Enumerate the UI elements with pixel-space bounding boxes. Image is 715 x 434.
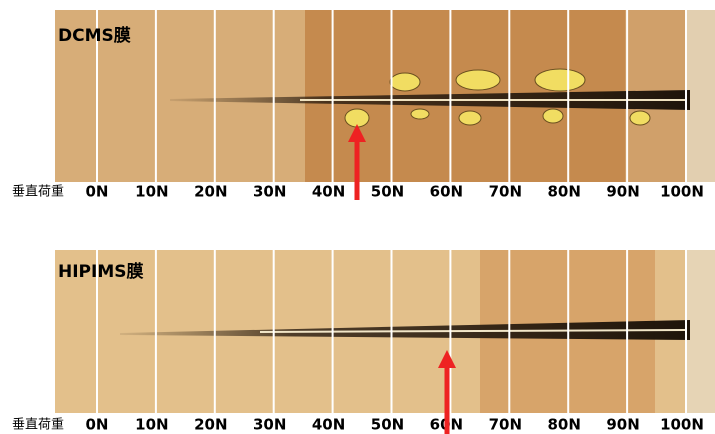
axis-label: 垂直荷重 <box>12 417 64 433</box>
tick-label: 70N <box>489 183 522 201</box>
tick-label: 80N <box>547 183 580 201</box>
panel-title: DCMS膜 <box>58 25 131 46</box>
tick-label: 0N <box>86 183 109 201</box>
tick-label: 20N <box>194 183 227 201</box>
tick-label: 60N <box>430 183 463 201</box>
panel-title: HIPIMS膜 <box>58 261 144 282</box>
tick-label: 40N <box>312 416 345 434</box>
tick-label: 100N <box>660 183 704 201</box>
tick-label: 20N <box>194 416 227 434</box>
tick-label: 30N <box>253 183 286 201</box>
micrograph-hipims <box>55 250 715 413</box>
tick-label: 30N <box>253 416 286 434</box>
tick-label: 50N <box>371 416 404 434</box>
tick-label: 40N <box>312 183 345 201</box>
tick-label: 90N <box>606 416 639 434</box>
tick-label: 10N <box>135 416 168 434</box>
tick-label: 100N <box>660 416 704 434</box>
tick-label: 0N <box>86 416 109 434</box>
tick-label: 80N <box>547 416 580 434</box>
axis-label: 垂直荷重 <box>12 184 64 200</box>
tick-label: 70N <box>489 416 522 434</box>
figure: 0N 10N 20N 30N 40N 50N 60N 70N 80N 90N 100N 垂直荷重 DCM… <box>0 0 715 434</box>
tick-label: 10N <box>135 183 168 201</box>
micrograph-dcms <box>55 10 715 182</box>
tick-label: 50N <box>371 183 404 201</box>
tick-label: 90N <box>606 183 639 201</box>
